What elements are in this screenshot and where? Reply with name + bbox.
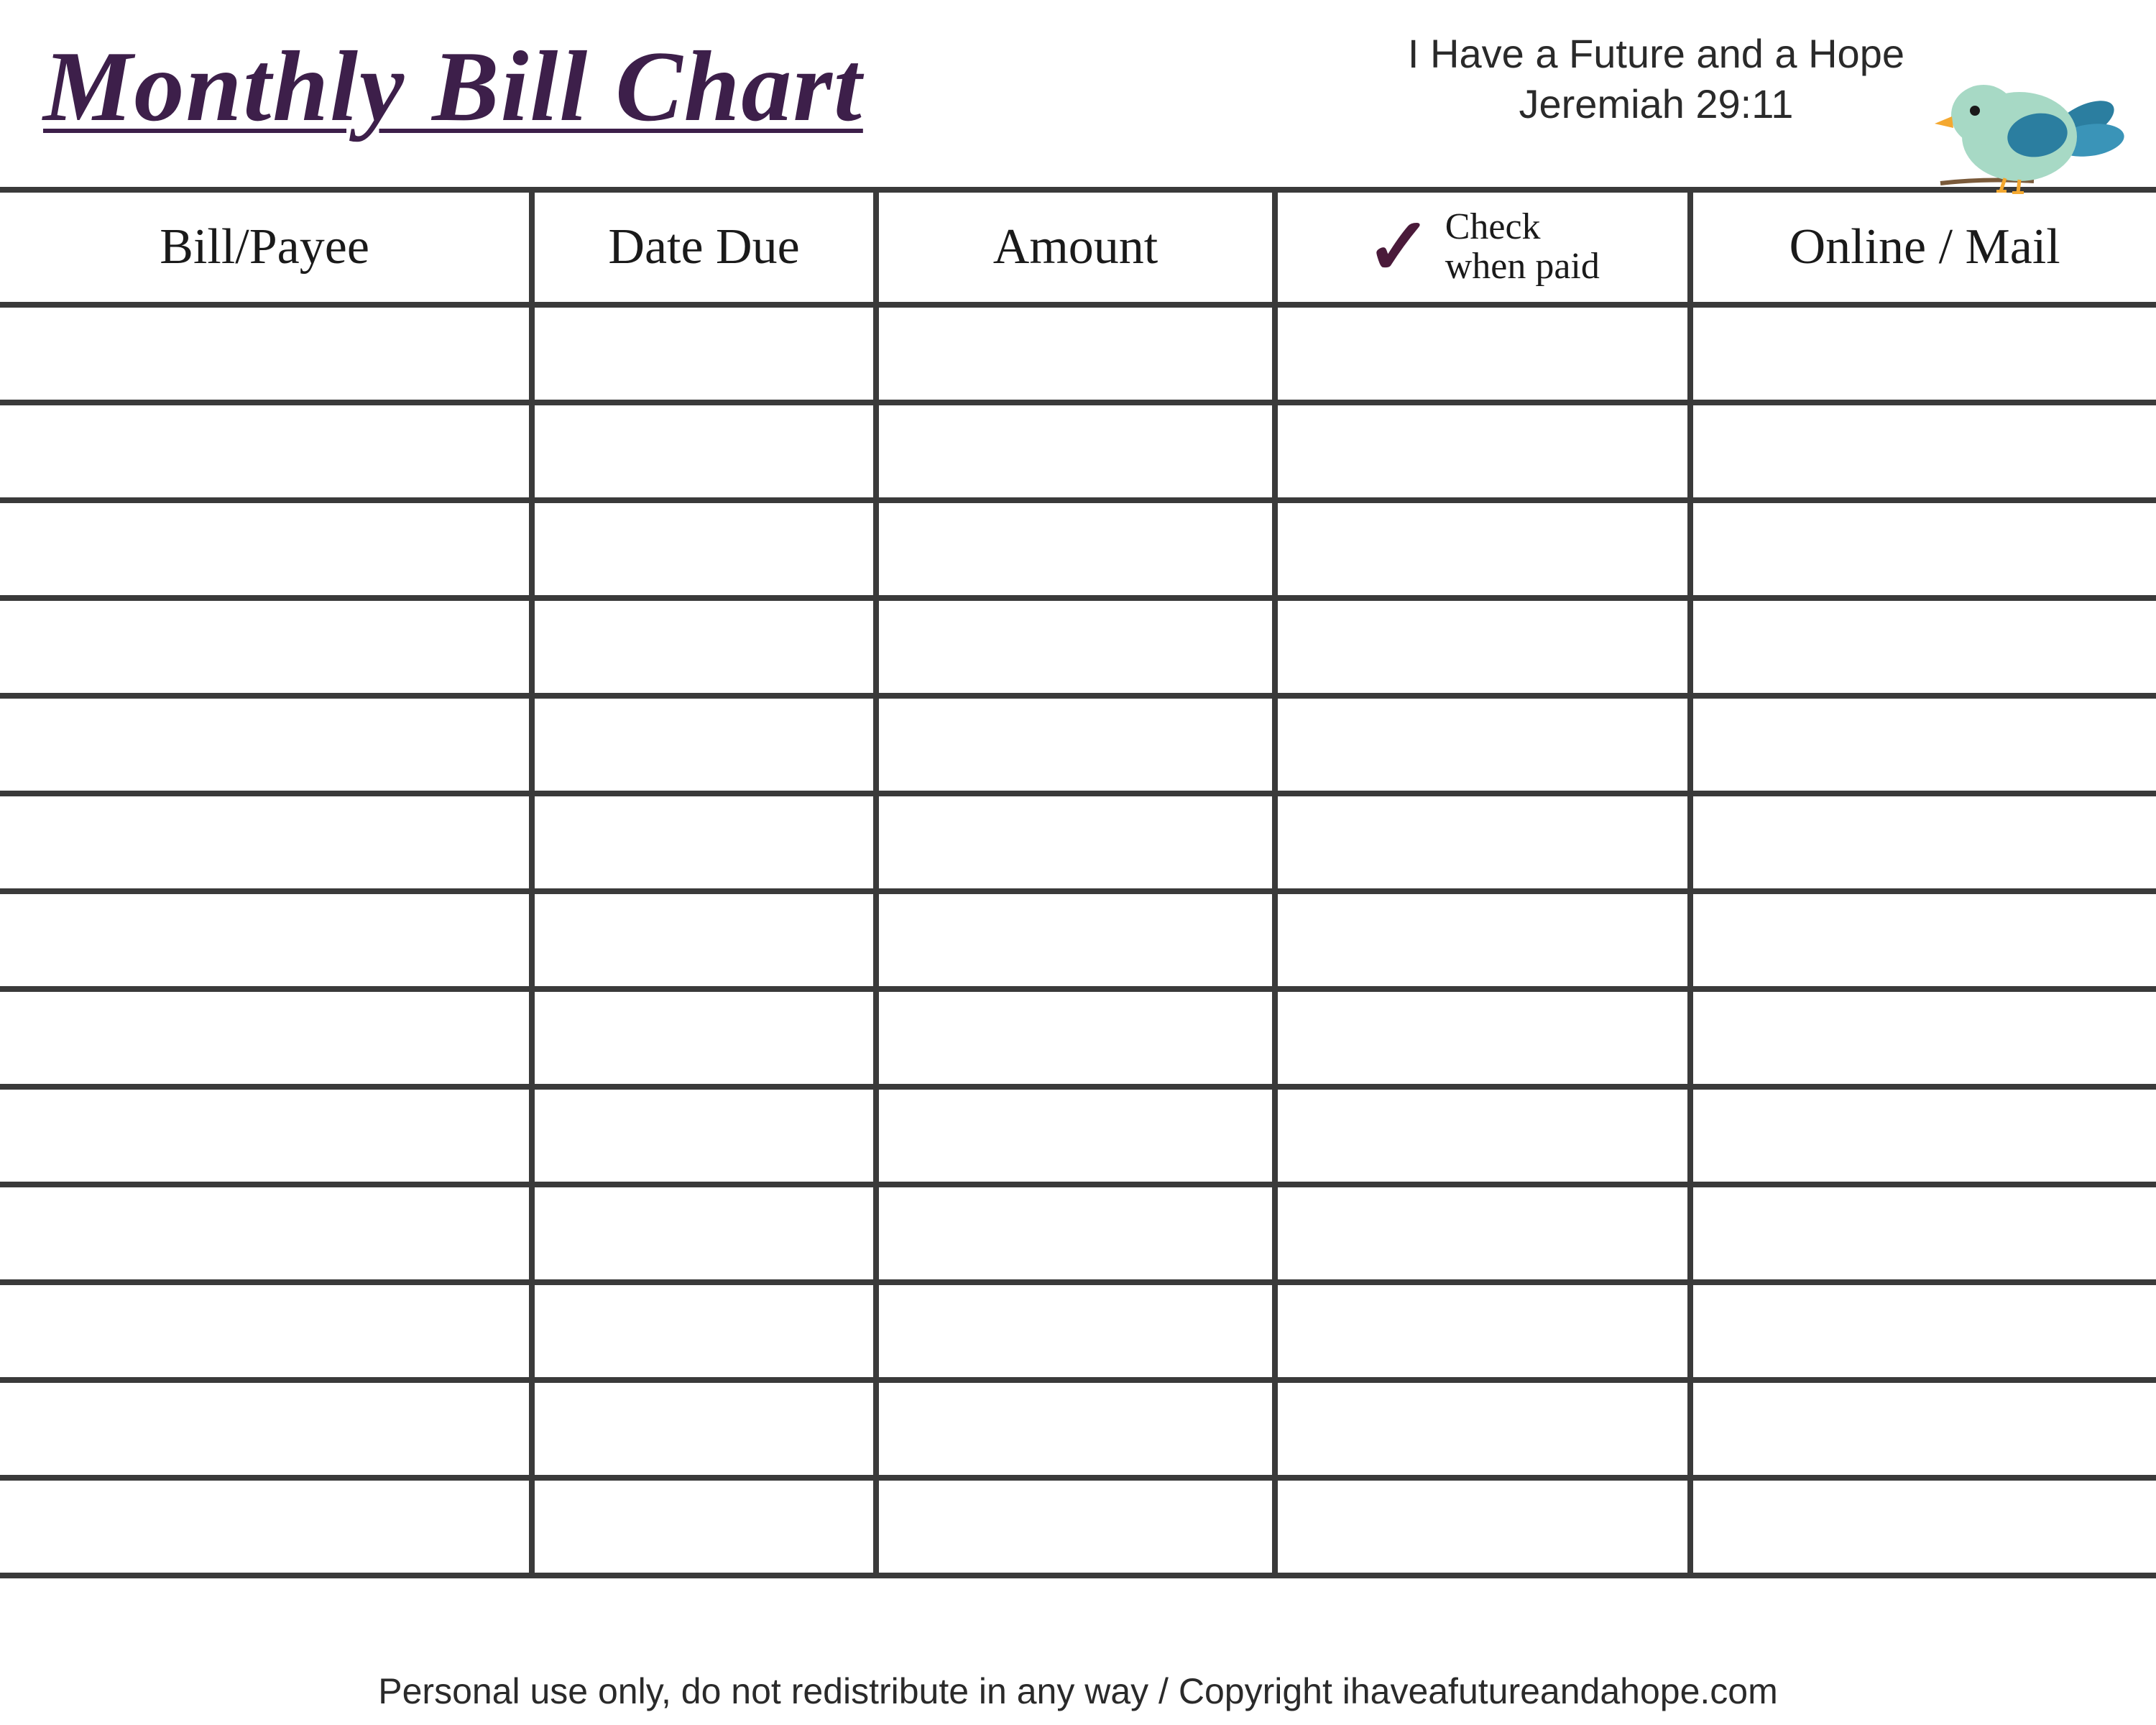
tagline-line-2: Jeremiah 29:11: [1408, 79, 1904, 129]
table-cell[interactable]: [1690, 1380, 2156, 1478]
table-cell[interactable]: [1690, 1087, 2156, 1184]
bill-table-wrap: Bill/Payee Date Due Amount ✓ Check when …: [0, 187, 2156, 1578]
table-cell[interactable]: [0, 1478, 532, 1576]
table-cell[interactable]: [1275, 598, 1690, 696]
table-row: [0, 1184, 2156, 1282]
col-header-check: ✓ Check when paid: [1275, 190, 1690, 305]
table-cell[interactable]: [876, 1478, 1275, 1576]
table-cell[interactable]: [1275, 1184, 1690, 1282]
table-row: [0, 794, 2156, 891]
table-cell[interactable]: [1275, 1282, 1690, 1380]
table-cell[interactable]: [876, 598, 1275, 696]
table-cell[interactable]: [0, 1282, 532, 1380]
table-cell[interactable]: [1690, 402, 2156, 500]
table-cell[interactable]: [876, 794, 1275, 891]
table-cell[interactable]: [532, 305, 876, 402]
table-row: [0, 696, 2156, 794]
table-cell[interactable]: [0, 598, 532, 696]
footer-text: Personal use only, do not redistribute i…: [0, 1670, 2156, 1712]
table-cell[interactable]: [1690, 989, 2156, 1087]
table-cell[interactable]: [1275, 1380, 1690, 1478]
col-header-method: Online / Mail: [1690, 190, 2156, 305]
table-cell[interactable]: [1690, 1478, 2156, 1576]
table-cell[interactable]: [1690, 696, 2156, 794]
table-row: [0, 1380, 2156, 1478]
check-label-2: when paid: [1445, 246, 1600, 287]
table-cell[interactable]: [532, 891, 876, 989]
table-cell[interactable]: [876, 305, 1275, 402]
table-cell[interactable]: [876, 1184, 1275, 1282]
table-row: [0, 1087, 2156, 1184]
table-row: [0, 1478, 2156, 1576]
table-cell[interactable]: [1690, 598, 2156, 696]
check-label-1: Check: [1445, 206, 1541, 247]
table-cell[interactable]: [876, 402, 1275, 500]
header: Monthly Bill Chart I Have a Future and a…: [0, 0, 2156, 187]
table-cell[interactable]: [1690, 891, 2156, 989]
table-cell[interactable]: [0, 402, 532, 500]
col-header-payee: Bill/Payee: [0, 190, 532, 305]
table-cell[interactable]: [0, 1380, 532, 1478]
bird-icon: [1926, 58, 2127, 201]
table-cell[interactable]: [532, 696, 876, 794]
tagline-line-1: I Have a Future and a Hope: [1408, 29, 1904, 79]
table-cell[interactable]: [1690, 500, 2156, 598]
table-cell[interactable]: [1275, 1087, 1690, 1184]
table-cell[interactable]: [0, 1184, 532, 1282]
table-cell[interactable]: [1275, 696, 1690, 794]
table-cell[interactable]: [532, 598, 876, 696]
table-cell[interactable]: [1275, 402, 1690, 500]
table-cell[interactable]: [532, 1184, 876, 1282]
table-cell[interactable]: [876, 696, 1275, 794]
table-row: [0, 1282, 2156, 1380]
table-cell[interactable]: [1275, 305, 1690, 402]
table-cell[interactable]: [532, 1282, 876, 1380]
table-cell[interactable]: [876, 891, 1275, 989]
tagline: I Have a Future and a Hope Jeremiah 29:1…: [1408, 29, 1904, 129]
col-header-amount: Amount: [876, 190, 1275, 305]
table-cell[interactable]: [1690, 1282, 2156, 1380]
table-cell[interactable]: [0, 891, 532, 989]
table-cell[interactable]: [532, 989, 876, 1087]
table-row: [0, 305, 2156, 402]
table-cell[interactable]: [0, 794, 532, 891]
table-cell[interactable]: [876, 1282, 1275, 1380]
table-row: [0, 598, 2156, 696]
table-cell[interactable]: [0, 1087, 532, 1184]
table-cell[interactable]: [1275, 891, 1690, 989]
table-cell[interactable]: [876, 1380, 1275, 1478]
table-cell[interactable]: [0, 305, 532, 402]
table-cell[interactable]: [0, 500, 532, 598]
table-cell[interactable]: [532, 1478, 876, 1576]
col-header-date: Date Due: [532, 190, 876, 305]
table-cell[interactable]: [532, 1380, 876, 1478]
table-cell[interactable]: [532, 402, 876, 500]
table-cell[interactable]: [876, 989, 1275, 1087]
table-cell[interactable]: [532, 1087, 876, 1184]
table-row: [0, 500, 2156, 598]
table-cell[interactable]: [532, 500, 876, 598]
table-row: [0, 891, 2156, 989]
table-cell[interactable]: [0, 696, 532, 794]
table-cell[interactable]: [1690, 305, 2156, 402]
table-row: [0, 989, 2156, 1087]
table-cell[interactable]: [876, 500, 1275, 598]
table-cell[interactable]: [0, 989, 532, 1087]
table-cell[interactable]: [876, 1087, 1275, 1184]
table-header-row: Bill/Payee Date Due Amount ✓ Check when …: [0, 190, 2156, 305]
table-cell[interactable]: [1275, 500, 1690, 598]
table-body: [0, 305, 2156, 1576]
table-cell[interactable]: [532, 794, 876, 891]
table-cell[interactable]: [1275, 1478, 1690, 1576]
table-row: [0, 402, 2156, 500]
checkmark-icon: ✓: [1366, 216, 1432, 279]
table-cell[interactable]: [1690, 1184, 2156, 1282]
table-cell[interactable]: [1275, 989, 1690, 1087]
table-cell[interactable]: [1690, 794, 2156, 891]
table-cell[interactable]: [1275, 794, 1690, 891]
bill-table: Bill/Payee Date Due Amount ✓ Check when …: [0, 187, 2156, 1578]
